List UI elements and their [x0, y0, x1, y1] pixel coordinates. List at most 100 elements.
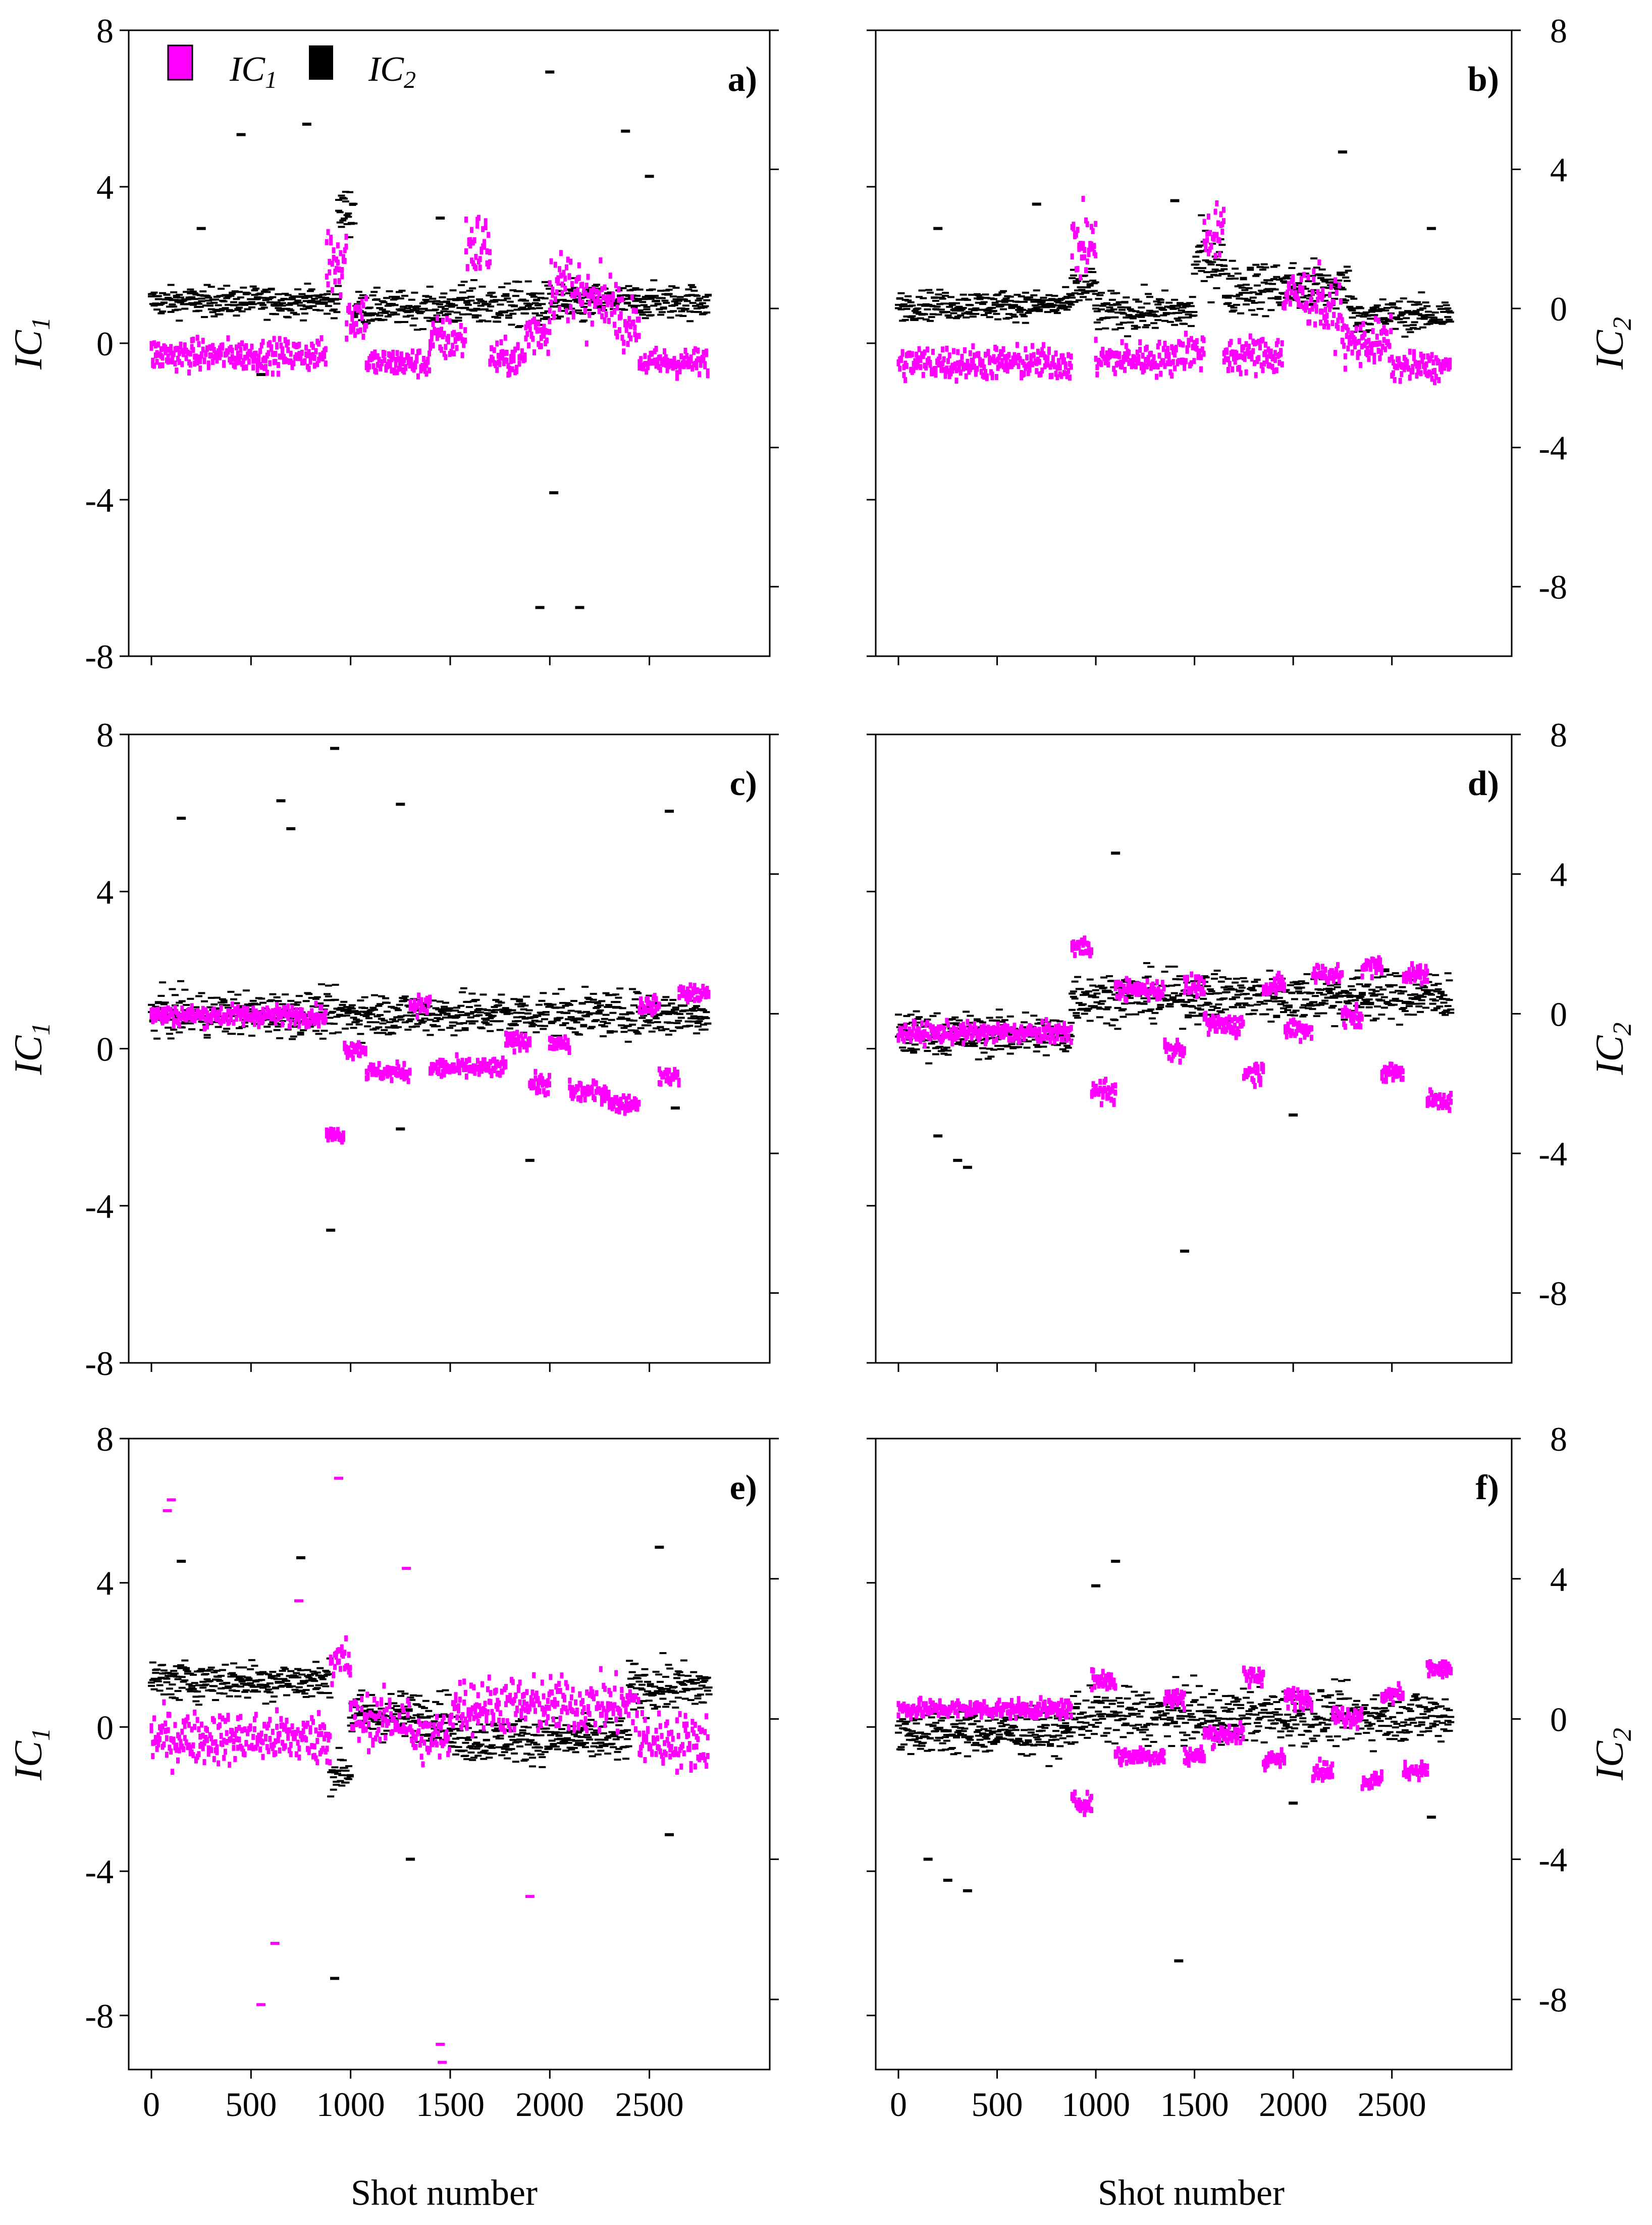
data-point-ic2 — [311, 297, 318, 300]
data-point-ic2 — [1168, 306, 1176, 309]
data-point-ic1 — [548, 1044, 552, 1051]
data-point-ic2 — [369, 294, 377, 297]
data-point-ic2 — [690, 1010, 698, 1012]
data-point-ic1 — [495, 366, 499, 373]
data-point-ic2 — [678, 307, 685, 310]
data-point-ic2 — [678, 310, 685, 312]
data-point-ic1 — [204, 350, 208, 356]
data-point-ic2 — [1409, 324, 1417, 326]
data-point-ic2 — [955, 305, 963, 308]
data-point-ic1 — [279, 353, 283, 360]
data-point-ic2 — [316, 1002, 324, 1004]
data-point-ic2 — [386, 1026, 394, 1029]
data-point-ic1 — [1407, 365, 1411, 372]
data-point-ic2 — [598, 1000, 606, 1002]
data-point-ic1 — [1212, 236, 1216, 242]
data-point-ic2 — [350, 1017, 357, 1019]
data-point-ic1 — [1321, 287, 1325, 294]
data-point-ic1 — [1236, 353, 1240, 360]
data-point-ic1 — [283, 1005, 287, 1012]
data-point-ic1 — [938, 353, 942, 360]
data-point-ic1 — [264, 364, 268, 370]
data-point-ic2 — [514, 1020, 522, 1022]
data-point-ic2 — [899, 1046, 907, 1049]
data-point-ic2 — [430, 999, 437, 1002]
data-point-ic1 — [199, 1010, 203, 1016]
data-point-ic2 — [403, 1014, 410, 1017]
data-point-ic1 — [1412, 349, 1416, 355]
data-point-ic2 — [371, 994, 378, 996]
data-point-ic2 — [1337, 272, 1344, 274]
outlier-point-ic2 — [645, 175, 654, 178]
data-point-ic1 — [458, 1066, 462, 1073]
data-point-ic2 — [1185, 316, 1192, 319]
data-point-ic1 — [1367, 338, 1371, 344]
data-point-ic1 — [645, 1007, 649, 1014]
data-point-ic2 — [512, 1024, 519, 1026]
data-point-ic2 — [1103, 302, 1110, 304]
data-point-ic2 — [170, 305, 178, 308]
data-point-ic1 — [1032, 352, 1036, 358]
data-point-ic2 — [459, 991, 466, 993]
data-point-ic2 — [414, 1023, 421, 1025]
data-point-ic2 — [207, 308, 215, 310]
data-point-ic2 — [148, 1003, 155, 1006]
data-point-ic2 — [1348, 295, 1355, 298]
data-point-ic1 — [1099, 361, 1103, 367]
data-point-ic1 — [1268, 362, 1272, 369]
data-point-ic2 — [1364, 314, 1371, 316]
data-point-ic1 — [579, 1081, 583, 1088]
data-point-ic2 — [412, 307, 420, 309]
data-point-ic2 — [944, 314, 952, 316]
data-point-ic1 — [992, 354, 996, 360]
data-point-ic2 — [305, 993, 313, 995]
data-point-ic1 — [1017, 353, 1021, 359]
data-point-ic2 — [1131, 328, 1138, 330]
data-point-ic2 — [173, 296, 180, 299]
data-point-ic2 — [306, 290, 314, 292]
data-point-ic1 — [698, 988, 702, 995]
data-point-ic1 — [563, 275, 567, 282]
data-point-ic2 — [536, 307, 543, 309]
data-point-ic1 — [1426, 353, 1430, 360]
data-point-ic2 — [405, 305, 413, 307]
data-point-ic2 — [679, 314, 687, 317]
left-tick-label: -8 — [85, 638, 114, 676]
data-point-ic2 — [1198, 214, 1205, 217]
data-point-ic1 — [283, 337, 287, 343]
data-point-ic2 — [1334, 288, 1341, 290]
data-point-ic1 — [934, 365, 938, 372]
data-point-ic1 — [646, 996, 650, 1002]
data-point-ic2 — [1441, 321, 1449, 323]
right-tick-label: -4 — [1538, 1135, 1567, 1173]
data-point-ic1 — [251, 1005, 255, 1012]
data-point-ic2 — [1306, 304, 1313, 306]
data-point-ic1 — [1280, 361, 1284, 367]
data-point-ic2 — [1164, 312, 1171, 314]
data-point-ic1 — [633, 331, 637, 338]
data-point-ic1 — [1312, 276, 1316, 283]
data-point-ic2 — [178, 1000, 186, 1002]
data-point-ic2 — [1408, 313, 1416, 315]
data-point-ic2 — [324, 293, 331, 295]
data-point-ic2 — [233, 1002, 240, 1004]
data-point-ic2 — [346, 191, 354, 193]
data-point-ic1 — [332, 247, 336, 253]
data-point-ic1 — [1003, 366, 1007, 373]
data-point-ic1 — [380, 359, 384, 365]
data-point-ic1 — [1288, 300, 1292, 307]
data-point-ic2 — [413, 305, 421, 307]
data-point-ic2 — [978, 296, 985, 299]
data-point-ic2 — [422, 1029, 430, 1032]
data-point-ic1 — [1263, 341, 1267, 348]
data-point-ic1 — [179, 343, 183, 350]
data-point-ic1 — [1148, 360, 1152, 367]
data-point-ic1 — [187, 1014, 191, 1021]
data-point-ic1 — [583, 307, 588, 314]
data-point-ic1 — [666, 1075, 670, 1081]
data-point-ic1 — [900, 350, 904, 357]
data-point-ic2 — [1063, 296, 1071, 298]
data-point-ic2 — [640, 1015, 648, 1017]
data-point-ic1 — [1343, 353, 1347, 359]
data-point-ic2 — [452, 298, 460, 300]
